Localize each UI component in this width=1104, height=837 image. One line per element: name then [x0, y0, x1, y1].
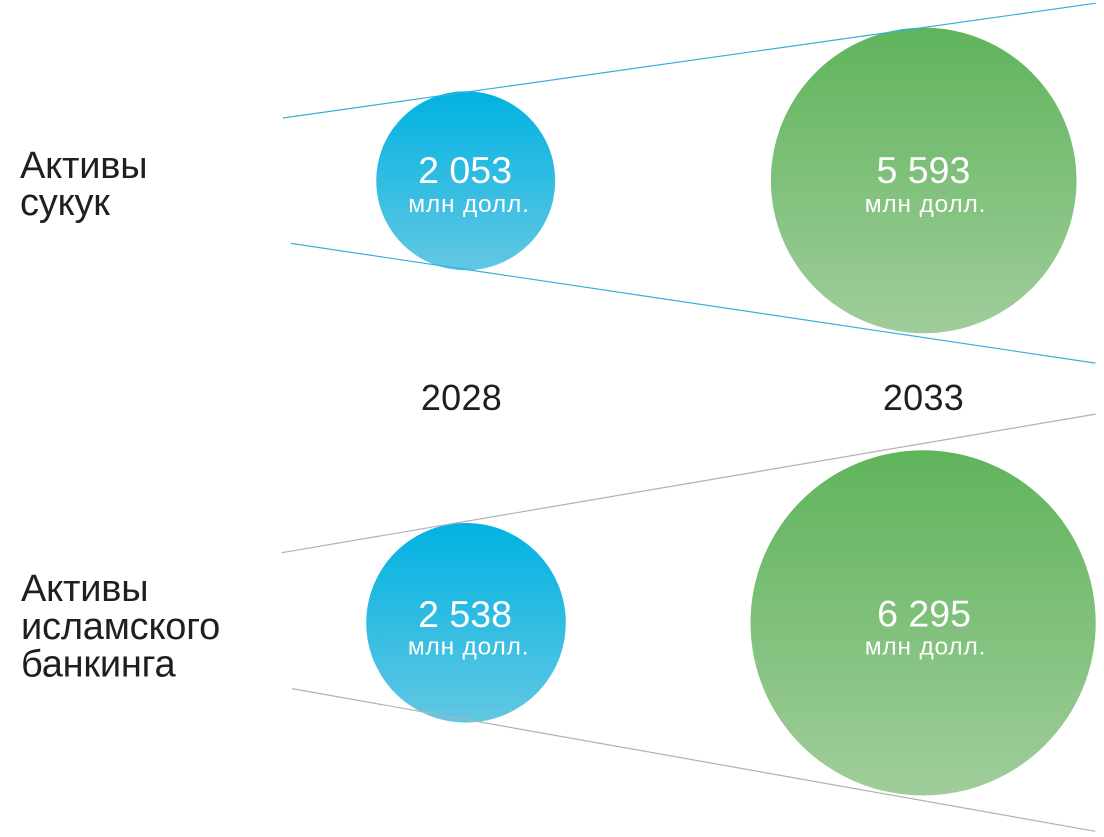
svg-text:млн долл.: млн долл. [408, 634, 529, 661]
svg-text:млн долл.: млн долл. [865, 634, 986, 661]
svg-text:5 593: 5 593 [876, 149, 970, 191]
svg-text:исламского: исламского [21, 606, 220, 648]
svg-text:сукук: сукук [20, 182, 110, 224]
svg-text:2 053: 2 053 [418, 149, 512, 191]
svg-text:6 295: 6 295 [877, 593, 971, 635]
svg-text:Активы: Активы [20, 145, 147, 187]
svg-text:2028: 2028 [421, 377, 502, 418]
svg-text:млн долл.: млн долл. [865, 191, 986, 218]
svg-text:Активы: Активы [21, 568, 148, 610]
svg-text:банкинга: банкинга [21, 644, 176, 686]
svg-text:2033: 2033 [883, 377, 964, 418]
svg-text:2 538: 2 538 [418, 593, 512, 635]
svg-text:млн долл.: млн долл. [408, 191, 529, 218]
